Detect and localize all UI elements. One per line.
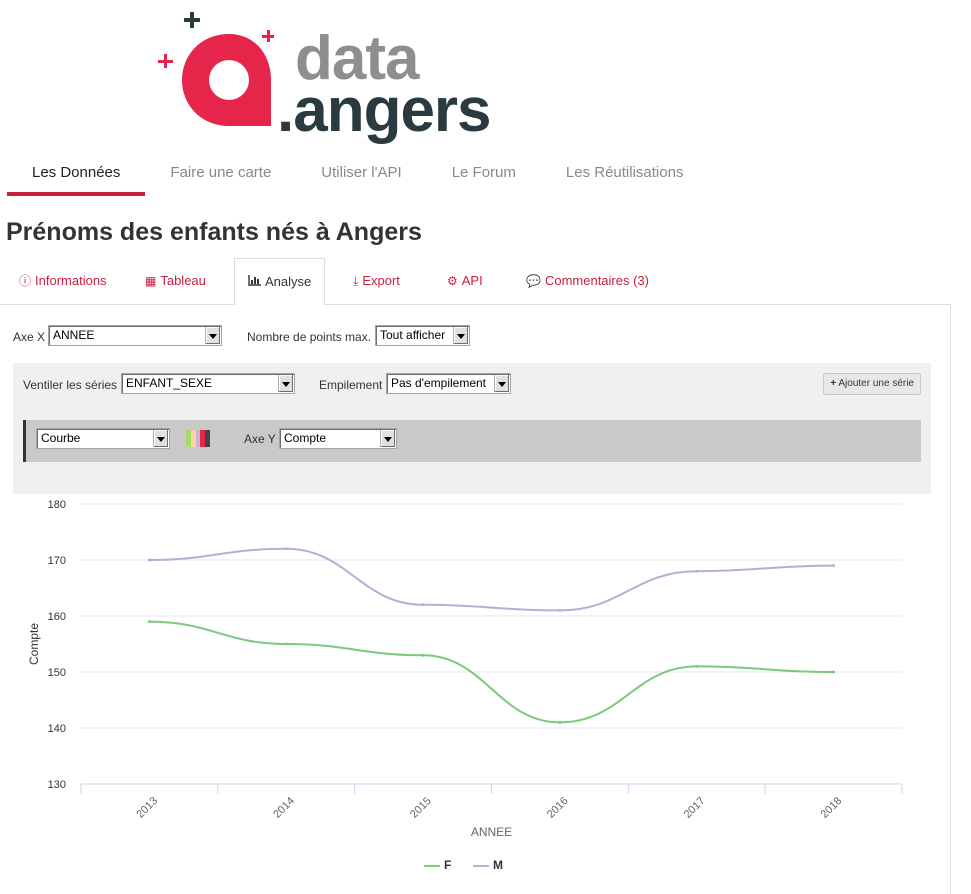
series-line-m (149, 547, 834, 612)
x-tick-label: 2018 (819, 795, 845, 821)
x-tick-label: 2014 (271, 795, 297, 821)
dataset-tabs: ⓘ Informations ▦ Tableau Analyse ⤓ Export ⚙… (0, 258, 951, 306)
tab-export-label: Export (362, 273, 400, 288)
y-tick-label: 130 (48, 779, 66, 791)
data-point-f (695, 664, 699, 668)
cogs-icon: ⚙ (447, 274, 458, 288)
tab-tableau[interactable]: ▦ Tableau (145, 258, 206, 305)
add-series-button[interactable]: + Ajouter une série (823, 373, 921, 395)
line-chart-svg: 130 140 150 160 170 180 2013 2014 2015 2016 2017 20… (27, 499, 903, 839)
chevron-down-icon (153, 430, 168, 447)
y-tick-label: 170 (48, 555, 66, 567)
main-nav: Les Données Faire une carte Utiliser l'A… (7, 150, 708, 198)
chevron-down-icon (278, 375, 293, 392)
data-point-m (558, 608, 562, 612)
data-point-m (147, 558, 151, 562)
data-point-m (421, 603, 425, 607)
empilement-select-value: Pas d'empilement (391, 376, 487, 390)
y-tick-label: 150 (48, 667, 66, 679)
data-point-f (558, 720, 562, 724)
tab-export[interactable]: ⤓ Export (353, 258, 400, 305)
series-line-f (149, 620, 834, 724)
empilement-label: Empilement (319, 378, 383, 392)
max-points-label: Nombre de points max. (247, 330, 372, 344)
data-point-m (695, 569, 699, 573)
data-angers-logo[interactable]: data .angers (150, 8, 500, 142)
axe-y-label: Axe Y (244, 432, 276, 446)
data-point-f (421, 653, 425, 657)
chart-type-select-value: Courbe (41, 431, 81, 445)
x-axis-title: ANNEE (471, 825, 512, 839)
logo-word-data: data (295, 24, 419, 93)
color-palette-icon[interactable] (186, 430, 210, 447)
x-tick-label: 2015 (408, 795, 434, 821)
tab-tableau-label: Tableau (160, 273, 206, 288)
data-point-f (284, 642, 288, 646)
series-config-box: Ventiler les séries ENFANT_SEXE Empileme… (13, 363, 931, 494)
y-tick-label: 140 (48, 723, 66, 735)
bar-chart-icon (248, 259, 261, 305)
serie-row: Courbe Axe Y Compte (23, 420, 921, 462)
comments-icon: 💬 (526, 274, 541, 288)
info-circle-icon: ⓘ (19, 274, 32, 288)
chevron-down-icon (205, 327, 220, 344)
tab-analyse[interactable]: Analyse (234, 258, 326, 306)
nav-item-faire-une-carte[interactable]: Faire une carte (170, 164, 272, 181)
y-axis-title: Compte (27, 623, 41, 665)
x-tick-label: 2017 (682, 795, 708, 821)
y-tick-label: 160 (48, 611, 66, 623)
chart-legend: F M (0, 858, 951, 878)
axe-x-label: Axe X (13, 330, 46, 344)
max-points-select-value: Tout afficher (380, 328, 446, 342)
ventiler-select-value: ENFANT_SEXE (126, 376, 213, 390)
nav-item-reutilisations[interactable]: Les Réutilisations (565, 164, 684, 181)
logo-mark-icon (158, 12, 274, 126)
empilement-select[interactable]: Pas d'empilement (386, 373, 511, 394)
plus-icon: + (830, 378, 837, 389)
tab-api[interactable]: ⚙ API (447, 258, 483, 305)
max-points-select[interactable]: Tout afficher (375, 325, 470, 346)
page-title: Prénoms des enfants nés à Angers (6, 218, 422, 246)
line-chart: 130 140 150 160 170 180 2013 2014 2015 2016 2017 20… (0, 490, 951, 890)
legend-swatch-f (424, 865, 440, 867)
tab-informations-label: Informations (35, 273, 107, 288)
chevron-down-icon (494, 375, 509, 392)
chevron-down-icon (453, 327, 468, 344)
legend-swatch-m (473, 865, 489, 867)
analysis-panel: Axe X ANNEE Nombre de points max. Tout a… (0, 305, 951, 894)
logo-word-angers: .angers (277, 76, 492, 145)
tab-api-label: API (461, 273, 483, 288)
axe-x-select[interactable]: ANNEE (48, 325, 222, 346)
add-series-label: Ajouter une série (838, 378, 914, 389)
data-point-f (832, 670, 836, 674)
legend-label-m: M (493, 858, 503, 872)
nav-item-utiliser-api[interactable]: Utiliser l'API (321, 164, 402, 181)
download-icon: ⤓ (353, 274, 359, 288)
x-tick-label: 2013 (134, 795, 160, 821)
ventiler-label: Ventiler les séries (23, 378, 118, 392)
tab-analyse-label: Analyse (265, 274, 312, 289)
table-icon: ▦ (145, 274, 157, 288)
ventiler-select[interactable]: ENFANT_SEXE (121, 373, 295, 394)
tab-informations[interactable]: ⓘ Informations (19, 258, 107, 305)
data-point-m (284, 547, 288, 551)
tab-commentaires-label: Commentaires (3) (544, 273, 649, 288)
chevron-down-icon (380, 430, 395, 447)
legend-label-f: F (444, 858, 452, 872)
data-point-f (147, 620, 151, 624)
nav-item-les-donnees[interactable]: Les Données (7, 150, 146, 196)
axe-y-select[interactable]: Compte (279, 428, 397, 449)
axe-y-select-value: Compte (284, 431, 327, 445)
chart-type-select[interactable]: Courbe (36, 428, 170, 449)
tab-commentaires[interactable]: 💬 Commentaires (3) (526, 258, 649, 305)
y-tick-label: 180 (48, 499, 66, 511)
x-tick-label: 2016 (545, 795, 571, 821)
data-point-m (832, 564, 836, 568)
axe-x-select-value: ANNEE (53, 328, 95, 342)
nav-item-forum[interactable]: Le Forum (451, 164, 516, 181)
